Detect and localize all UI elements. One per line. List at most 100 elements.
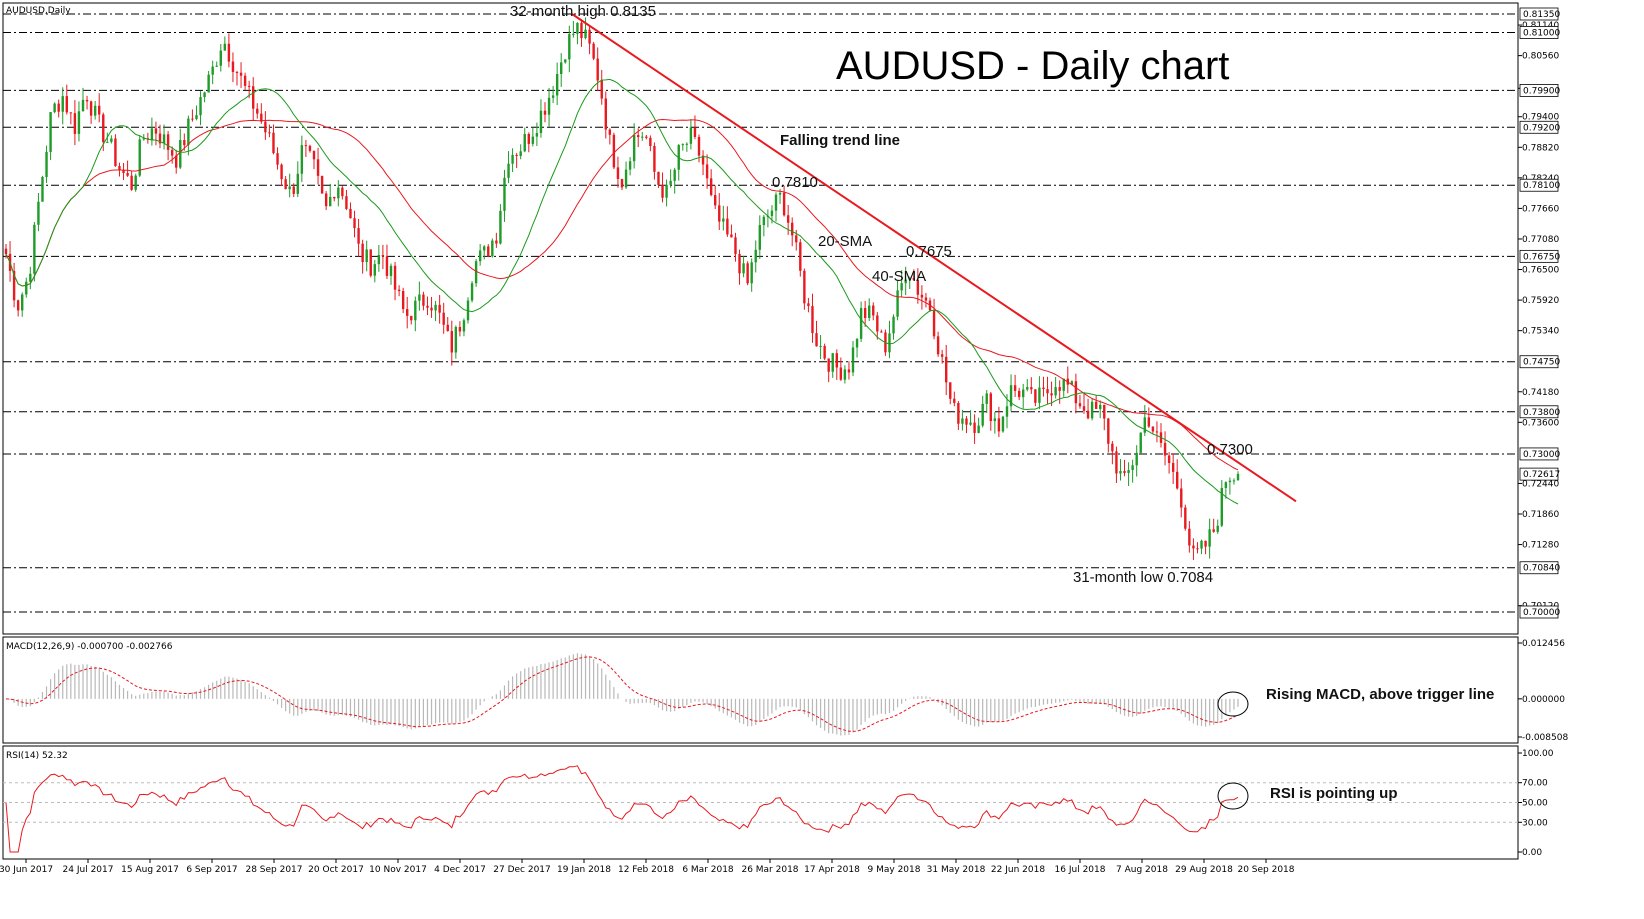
date-label: 27 Dec 2017 [493, 865, 551, 875]
candle-body [393, 265, 397, 290]
candle-body [827, 358, 830, 372]
candle-body [503, 177, 506, 211]
candle-body [1171, 462, 1175, 472]
price-panel-frame [2, 2, 1519, 635]
price-tick-label: 0.71860 [1522, 510, 1559, 520]
candle-body [474, 261, 478, 284]
level-label-box [1519, 561, 1559, 575]
candle-body [831, 353, 834, 372]
falling-trend-line [571, 13, 1297, 503]
candle-body [811, 306, 814, 334]
annotation-32-month-high: 32-month high 0.8135 [510, 3, 656, 20]
level-label: 0.81000 [1523, 28, 1560, 38]
macd-tick-label: 0.000000 [1522, 695, 1565, 705]
candle-body [4, 248, 8, 254]
candle-body [102, 114, 105, 143]
candle-body [499, 210, 502, 244]
candle-body [1058, 387, 1061, 391]
price-tick-label: 0.74180 [1522, 388, 1559, 398]
candle-body [880, 331, 883, 333]
candle-body [458, 327, 462, 332]
macd-label: MACD(12,26,9) -0.000700 -0.002766 [6, 642, 173, 652]
candle-body [361, 243, 364, 263]
candle-body [523, 133, 526, 152]
candle-body [85, 99, 89, 102]
candle-body [786, 215, 790, 223]
candle-body [965, 418, 968, 425]
candle-body [620, 178, 624, 188]
level-label: 0.74750 [1523, 358, 1560, 368]
candle-body [957, 402, 960, 424]
candle-body [183, 140, 186, 146]
candle-body [596, 58, 599, 81]
candle-body [450, 331, 453, 353]
candle-body [945, 356, 948, 383]
candle-body [1192, 545, 1195, 549]
candle-body [252, 86, 255, 109]
candle-body [138, 139, 141, 176]
candle-body [247, 85, 251, 87]
candle-body [16, 300, 20, 311]
candle-body [1038, 387, 1041, 403]
current-price-label: 0.72617 [1523, 470, 1560, 480]
date-label: 24 Jul 2017 [63, 865, 114, 875]
candle-body [823, 345, 826, 359]
candle-body [243, 75, 247, 86]
candle-body [170, 149, 174, 156]
chart-title: AUDUSD - Daily chart [836, 44, 1229, 88]
candle-body [803, 270, 806, 304]
candle-body [1216, 525, 1219, 532]
candle-body [61, 96, 64, 112]
date-label: 16 Jul 2018 [1055, 865, 1106, 875]
date-label: 30 Jun 2017 [0, 865, 53, 875]
level-label-box [1519, 83, 1559, 97]
candle-body [381, 255, 385, 257]
candle-body [385, 256, 389, 276]
candle-body [1147, 417, 1151, 427]
level-label-box [1519, 605, 1559, 619]
candle-body [697, 136, 701, 156]
candle-body [154, 128, 158, 134]
candle-body [1070, 381, 1074, 385]
candle-body [215, 65, 218, 67]
candle-body [750, 262, 753, 284]
candle-body [519, 151, 522, 156]
candle-body [401, 291, 405, 310]
candle-body [150, 128, 154, 140]
candle-body [430, 307, 433, 311]
candle-body [515, 154, 518, 156]
candle-body [936, 336, 940, 355]
candle-body [1030, 387, 1033, 390]
candle-body [389, 265, 393, 276]
candle-body [912, 278, 915, 280]
candle-body [547, 97, 551, 115]
candle-body [709, 178, 713, 196]
annotation-31-month-low: 31-month low 0.7084 [1073, 569, 1213, 586]
symbol-label: AUDUSD,Daily [6, 6, 71, 16]
candle-body [924, 297, 928, 301]
candle-body [669, 180, 672, 185]
candle-body [1111, 443, 1114, 452]
rsi-label: RSI(14) 52.32 [6, 751, 68, 761]
candle-body [746, 263, 749, 284]
candle-body [12, 271, 16, 301]
candle-body [345, 196, 348, 209]
candle-body [426, 305, 429, 308]
candle-body [45, 151, 48, 178]
candle-body [1176, 471, 1179, 489]
candle-body [1026, 387, 1029, 390]
price-tick-label: 0.72440 [1522, 479, 1559, 489]
date-label: 15 Aug 2017 [121, 865, 179, 875]
candle-body [969, 422, 972, 425]
candle-body [689, 127, 693, 144]
candle-body [507, 163, 510, 178]
candle-body [600, 80, 603, 99]
candle-body [770, 210, 774, 216]
candle-body [1099, 404, 1102, 409]
date-label: 10 Nov 2017 [369, 865, 427, 875]
candle-body [1184, 507, 1187, 529]
price-tick-label: 0.78820 [1522, 143, 1559, 153]
candle-body [329, 196, 332, 207]
macd-circle [1217, 691, 1249, 717]
candle-body [284, 179, 287, 190]
